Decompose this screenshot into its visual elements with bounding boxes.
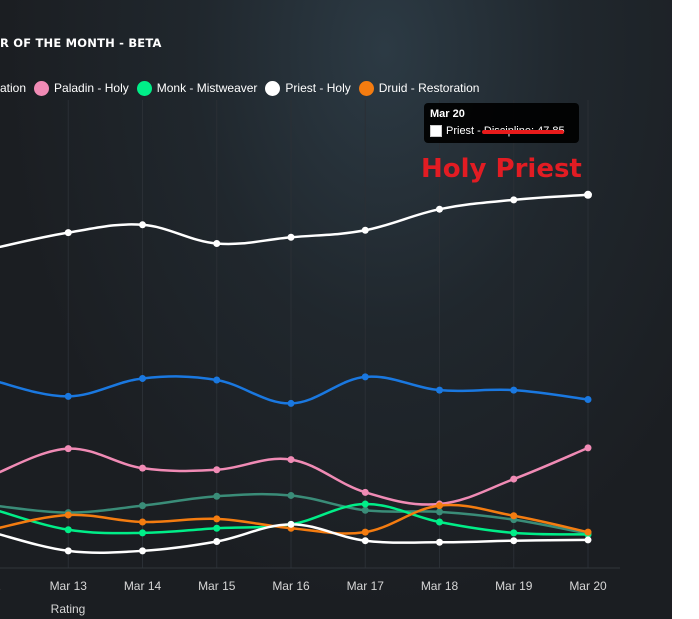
legend-item-druid-restoration[interactable]: Druid - Restoration <box>358 80 480 96</box>
data-point[interactable] <box>287 456 295 464</box>
tooltip-swatch-icon <box>430 125 442 137</box>
x-tick-label: Mar 15 <box>198 579 236 593</box>
data-point[interactable] <box>436 508 443 516</box>
data-point[interactable] <box>287 520 295 528</box>
data-point[interactable] <box>287 399 295 407</box>
data-point[interactable] <box>287 233 295 241</box>
data-point[interactable] <box>436 518 443 526</box>
data-point[interactable] <box>510 537 518 545</box>
series-line[interactable] <box>0 375 589 405</box>
data-point[interactable] <box>139 502 146 510</box>
data-point[interactable] <box>436 538 443 546</box>
data-point[interactable] <box>139 518 146 526</box>
tooltip-sep: - <box>474 125 484 137</box>
data-point[interactable] <box>213 240 221 248</box>
x-tick-label: Mar 16 <box>272 579 310 593</box>
legend-item-restoration-partial[interactable]: ation <box>0 81 26 95</box>
legend-item-monk-mistweaver[interactable]: Monk - Mistweaver <box>136 80 258 96</box>
data-point[interactable] <box>584 396 592 404</box>
legend-dot-icon <box>34 80 50 96</box>
tooltip: Mar 20 Priest - Discipline : 47.85 <box>424 103 579 143</box>
data-point[interactable] <box>139 221 146 229</box>
data-point[interactable] <box>139 464 146 472</box>
x-tick-label: Mar 17 <box>347 579 385 593</box>
data-point[interactable] <box>64 526 72 534</box>
series-line[interactable] <box>0 193 589 249</box>
data-point[interactable] <box>510 196 518 204</box>
annotation-holy-priest: Holy Priest <box>421 154 582 184</box>
data-point[interactable] <box>584 190 592 199</box>
data-point[interactable] <box>584 528 592 536</box>
x-tick-label: Mar 13 <box>50 579 88 593</box>
data-point[interactable] <box>213 466 221 474</box>
data-point[interactable] <box>213 524 221 532</box>
data-point[interactable] <box>584 536 592 544</box>
x-tick-label: Mar 18 <box>421 579 459 593</box>
legend-label: Paladin - Holy <box>54 81 129 95</box>
x-tick-label: 12 <box>0 579 1 593</box>
data-point[interactable] <box>64 229 72 237</box>
data-point[interactable] <box>139 529 146 537</box>
legend-item-paladin-holy[interactable]: Paladin - Holy <box>34 80 129 96</box>
data-point[interactable] <box>361 373 369 381</box>
data-point[interactable] <box>139 374 146 382</box>
legend-label: Druid - Restoration <box>378 81 480 95</box>
data-point[interactable] <box>436 502 443 510</box>
x-tick-label: Mar 20 <box>569 579 607 593</box>
data-point[interactable] <box>510 512 518 520</box>
tooltip-series: Priest <box>446 125 475 137</box>
data-point[interactable] <box>361 488 369 496</box>
data-point[interactable] <box>213 537 221 545</box>
legend-dot-icon <box>265 80 281 96</box>
strikethrough-mark <box>482 130 564 134</box>
x-tick-label: Mar 14 <box>124 579 162 593</box>
legend-label: Priest - Holy <box>285 81 351 95</box>
data-point[interactable] <box>361 506 369 514</box>
data-point[interactable] <box>213 492 221 500</box>
page-right-edge <box>672 0 699 619</box>
tooltip-title: Mar 20 <box>430 108 465 120</box>
legend-item-priest-holy[interactable]: Priest - Holy <box>265 80 351 96</box>
line-chart: 12 Mar 13 Mar 14 Mar 15 Mar 16 Mar 17 Mar 18 Ma… <box>0 100 620 616</box>
legend-label: ation <box>0 81 27 95</box>
legend-dot-icon <box>358 80 374 96</box>
data-point[interactable] <box>361 537 369 545</box>
data-point[interactable] <box>287 491 295 499</box>
data-point[interactable] <box>64 511 72 519</box>
data-point[interactable] <box>64 445 72 453</box>
x-tick-label: Mar 19 <box>495 579 533 593</box>
chart-title: R OF THE MONTH - BETA <box>0 36 162 50</box>
data-point[interactable] <box>361 226 369 234</box>
data-point[interactable] <box>436 386 443 394</box>
data-point[interactable] <box>213 515 221 523</box>
legend-dot-icon <box>136 80 152 96</box>
series-lines <box>0 193 589 554</box>
data-point[interactable] <box>584 444 592 452</box>
data-point[interactable] <box>510 529 518 537</box>
x-tick-labels: 12 Mar 13 Mar 14 Mar 15 Mar 16 Mar 17 Mar 18 Ma… <box>0 579 607 593</box>
data-point[interactable] <box>139 547 146 555</box>
data-point[interactable] <box>436 205 443 213</box>
data-point[interactable] <box>510 386 518 394</box>
legend-label: Monk - Mistweaver <box>156 81 258 95</box>
data-point[interactable] <box>510 475 518 483</box>
data-point[interactable] <box>361 500 369 508</box>
series-points <box>64 190 592 555</box>
legend: ation Paladin - Holy Monk - Mistweaver P… <box>0 78 487 98</box>
data-point[interactable] <box>64 392 72 400</box>
x-axis-label: Rating <box>51 602 86 616</box>
data-point[interactable] <box>361 528 369 536</box>
data-point[interactable] <box>64 547 72 555</box>
data-point[interactable] <box>213 376 221 384</box>
